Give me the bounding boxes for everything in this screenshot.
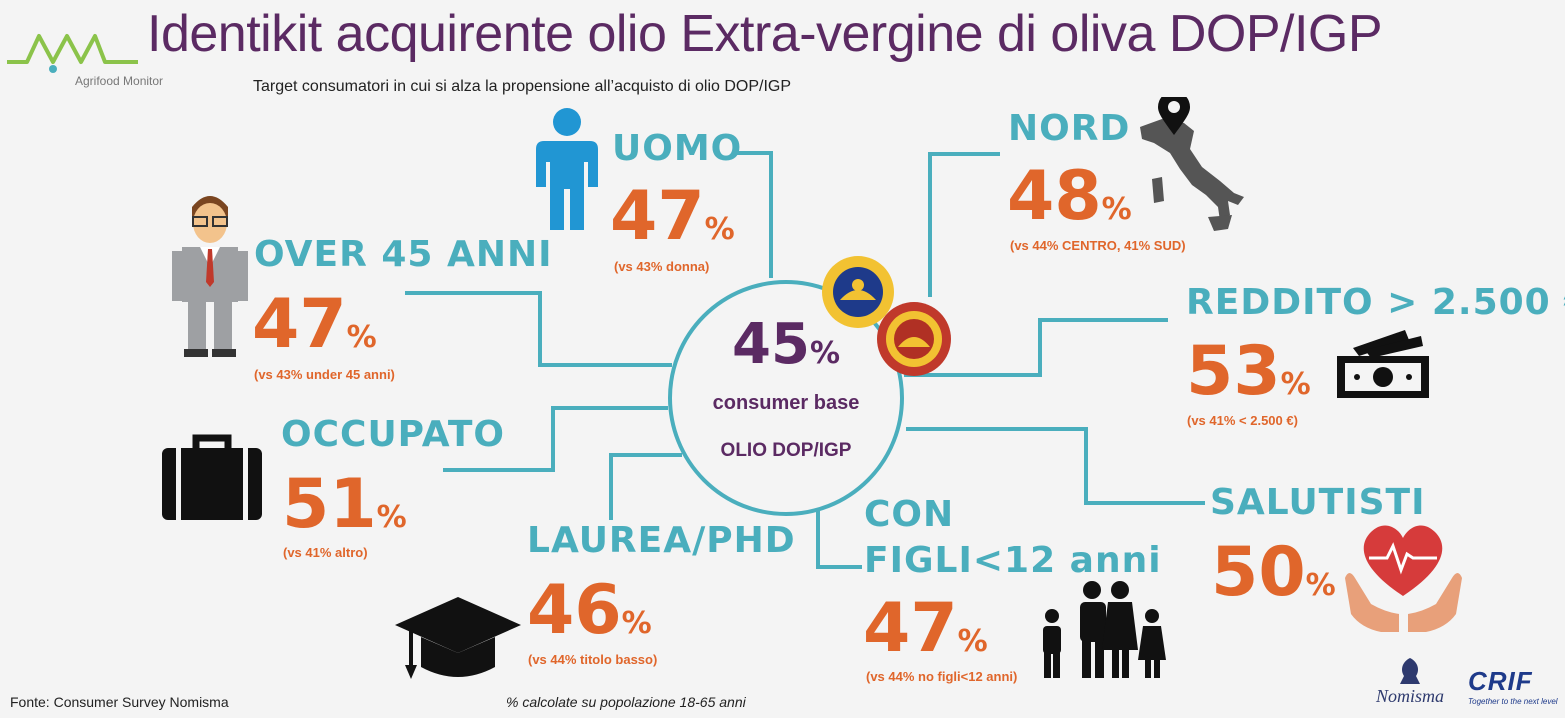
italy-map-icon bbox=[1140, 97, 1244, 231]
nomisma-logo-text: Nomisma bbox=[1375, 686, 1444, 706]
agrifood-logo-text: Agrifood Monitor bbox=[75, 74, 164, 88]
dop-igp-seals bbox=[822, 256, 951, 376]
laurea-label: LAUREA/PHD bbox=[527, 520, 796, 561]
center-value: 45% bbox=[668, 312, 904, 377]
man-icon bbox=[536, 108, 598, 230]
reddito-value-symbol: % bbox=[1280, 367, 1311, 402]
figli-label-line2: FIGLI<12 anni bbox=[864, 540, 1162, 581]
crif-logo-text: CRIF bbox=[1468, 666, 1533, 696]
center-value-symbol: % bbox=[809, 336, 840, 371]
salutisti-value-symbol: % bbox=[1305, 568, 1336, 603]
dop-seal-icon bbox=[877, 302, 951, 376]
occupato-label: OCCUPATO bbox=[281, 414, 505, 455]
crif-logo: CRIF Together to the next level bbox=[1468, 666, 1558, 706]
over45-value-number: 47 bbox=[252, 285, 347, 364]
briefcase-icon bbox=[162, 434, 262, 520]
connector-occupato bbox=[443, 406, 668, 472]
agrifood-logo: Agrifood Monitor bbox=[5, 30, 163, 88]
laurea-value-number: 46 bbox=[527, 571, 622, 650]
center-line1: consumer base bbox=[712, 392, 860, 414]
connector-over45 bbox=[405, 291, 672, 367]
money-icon bbox=[1337, 330, 1429, 398]
figli-comparison: (vs 44% no figli<12 anni) bbox=[866, 669, 1018, 684]
reddito-comparison: (vs 41% < 2.500 €) bbox=[1187, 413, 1298, 428]
location-pin-icon bbox=[1158, 97, 1190, 135]
connector-uomo bbox=[736, 151, 773, 278]
nord-label: NORD bbox=[1008, 108, 1131, 149]
occupato-value: 51% bbox=[282, 465, 407, 544]
connector-laurea bbox=[609, 453, 682, 520]
businessman-icon bbox=[172, 196, 248, 357]
figli-value-symbol: % bbox=[957, 624, 988, 659]
occupato-value-number: 51 bbox=[282, 465, 377, 544]
salutisti-value: 50% bbox=[1211, 533, 1336, 612]
salutisti-label: SALUTISTI bbox=[1210, 482, 1426, 523]
reddito-value-number: 53 bbox=[1186, 332, 1281, 411]
over45-value: 47% bbox=[252, 285, 377, 364]
page-title: Identikit acquirente olio Extra-vergine … bbox=[147, 5, 1383, 63]
connector-reddito bbox=[904, 318, 1168, 377]
uomo-value: 47% bbox=[610, 177, 735, 256]
nord-value-number: 48 bbox=[1007, 157, 1102, 236]
connector-figli bbox=[816, 508, 862, 569]
uomo-label: UOMO bbox=[612, 128, 743, 169]
laurea-value-symbol: % bbox=[621, 606, 652, 641]
center-line2: OLIO DOP/IGP bbox=[720, 440, 852, 461]
center-value-number: 45 bbox=[732, 312, 810, 377]
figli-value: 47% bbox=[863, 589, 988, 668]
occupato-comparison: (vs 41% altro) bbox=[283, 545, 368, 560]
over45-value-symbol: % bbox=[346, 320, 377, 355]
uomo-value-number: 47 bbox=[610, 177, 705, 256]
nomisma-emblem-icon bbox=[1400, 658, 1420, 684]
occupato-value-symbol: % bbox=[376, 500, 407, 535]
laurea-value: 46% bbox=[527, 571, 652, 650]
connector-salutisti bbox=[906, 427, 1205, 505]
population-note: % calcolate su popolazione 18-65 anni bbox=[506, 694, 746, 710]
page-subtitle: Target consumatori in cui si alza la pro… bbox=[253, 78, 792, 95]
salutisti-value-number: 50 bbox=[1211, 533, 1306, 612]
family-icon bbox=[1043, 581, 1166, 678]
connector-nord bbox=[928, 152, 1000, 297]
over45-label: OVER 45 ANNI bbox=[254, 234, 553, 275]
nord-value-symbol: % bbox=[1101, 192, 1132, 227]
nomisma-logo: Nomisma bbox=[1370, 656, 1450, 707]
heart-hands-icon bbox=[1345, 525, 1462, 632]
pulse-line-icon bbox=[7, 34, 138, 73]
figli-value-number: 47 bbox=[863, 589, 958, 668]
reddito-value: 53% bbox=[1186, 332, 1311, 411]
graduation-cap-icon bbox=[395, 597, 521, 679]
source-note: Fonte: Consumer Survey Nomisma bbox=[10, 694, 229, 710]
nord-comparison: (vs 44% CENTRO, 41% SUD) bbox=[1010, 238, 1186, 253]
reddito-label: REDDITO > 2.500 € bbox=[1186, 282, 1565, 323]
over45-comparison: (vs 43% under 45 anni) bbox=[254, 367, 395, 382]
uomo-value-symbol: % bbox=[704, 212, 735, 247]
nord-value: 48% bbox=[1007, 157, 1132, 236]
igp-seal-icon bbox=[822, 256, 894, 328]
laurea-comparison: (vs 44% titolo basso) bbox=[528, 652, 658, 667]
uomo-comparison: (vs 43% donna) bbox=[614, 259, 710, 274]
figli-label-line1: CON bbox=[864, 494, 955, 535]
crif-tagline: Together to the next level bbox=[1468, 697, 1558, 706]
